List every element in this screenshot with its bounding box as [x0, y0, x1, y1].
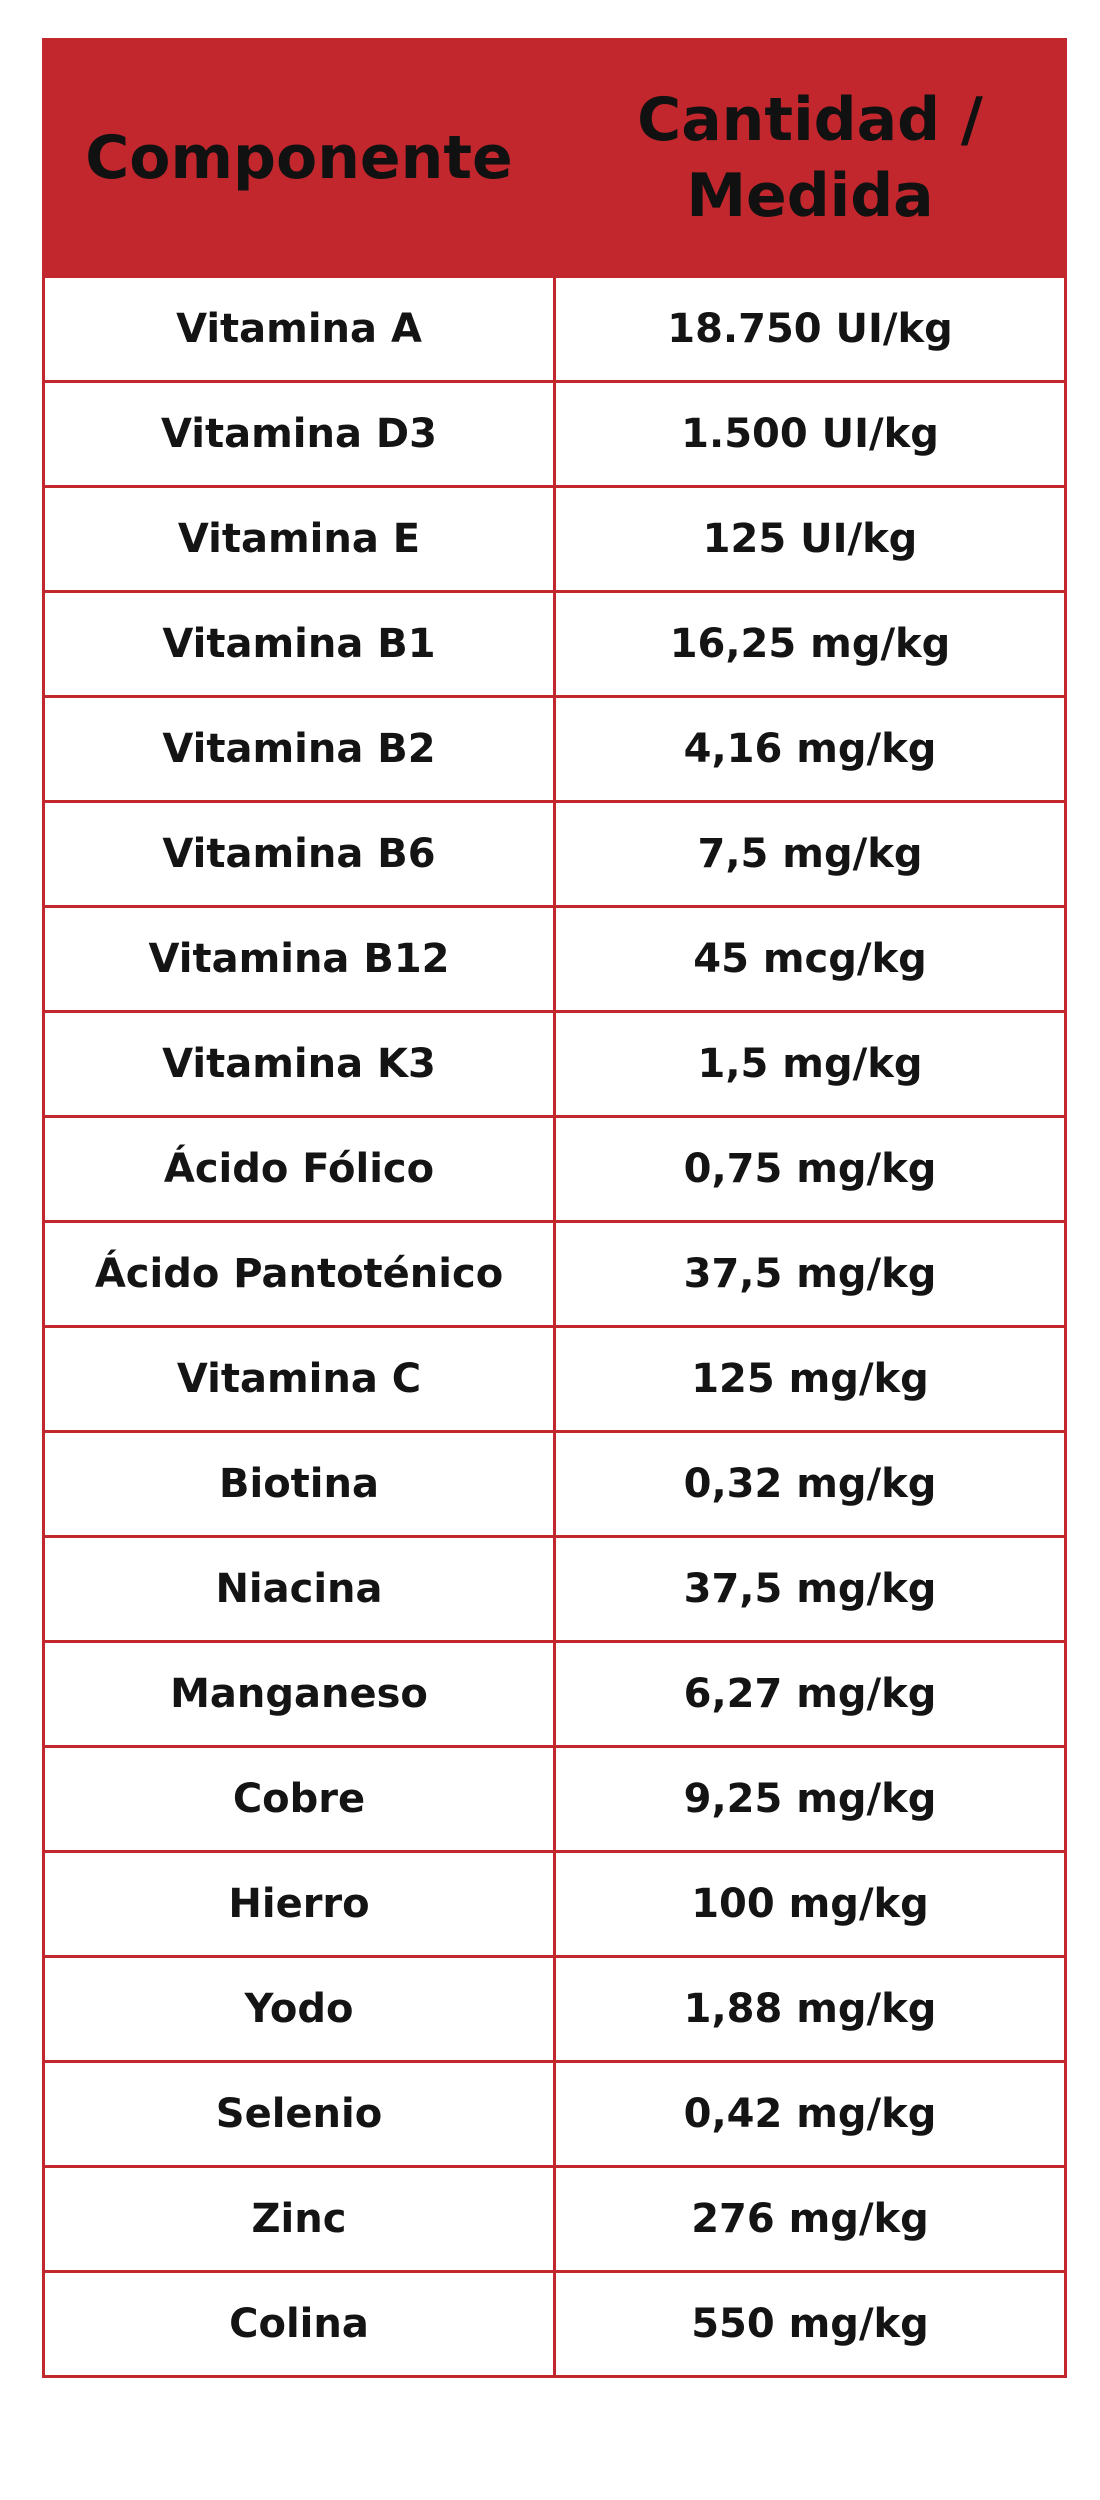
table-row: Ácido Pantoténico 37,5 mg/kg: [42, 1220, 1067, 1328]
table-row: Vitamina B12 45 mcg/kg: [42, 905, 1067, 1013]
amount-cell: 9,25 mg/kg: [553, 1745, 1067, 1853]
table-row: Selenio 0,42 mg/kg: [42, 2060, 1067, 2168]
table-row: Vitamina K3 1,5 mg/kg: [42, 1010, 1067, 1118]
table-row: Hierro 100 mg/kg: [42, 1850, 1067, 1958]
amount-cell: 4,16 mg/kg: [553, 695, 1067, 803]
component-cell: Vitamina E: [42, 485, 556, 593]
amount-cell: 37,5 mg/kg: [553, 1220, 1067, 1328]
table-row: Vitamina C 125 mg/kg: [42, 1325, 1067, 1433]
header-amount: Cantidad / Medida: [553, 38, 1067, 278]
component-cell: Vitamina A: [42, 275, 556, 383]
component-cell: Cobre: [42, 1745, 556, 1853]
table-row: Zinc 276 mg/kg: [42, 2165, 1067, 2273]
amount-cell: 125 UI/kg: [553, 485, 1067, 593]
component-cell: Niacina: [42, 1535, 556, 1643]
header-component: Componente: [42, 38, 556, 278]
amount-cell: 7,5 mg/kg: [553, 800, 1067, 908]
component-cell: Zinc: [42, 2165, 556, 2273]
component-cell: Vitamina D3: [42, 380, 556, 488]
amount-cell: 0,42 mg/kg: [553, 2060, 1067, 2168]
amount-cell: 100 mg/kg: [553, 1850, 1067, 1958]
component-cell: Vitamina B1: [42, 590, 556, 698]
component-cell: Selenio: [42, 2060, 556, 2168]
amount-cell: 550 mg/kg: [553, 2270, 1067, 2378]
table-header: Componente Cantidad / Medida: [42, 38, 1067, 278]
component-cell: Hierro: [42, 1850, 556, 1958]
table-row: Vitamina B6 7,5 mg/kg: [42, 800, 1067, 908]
table-row: Vitamina B1 16,25 mg/kg: [42, 590, 1067, 698]
table-row: Yodo 1,88 mg/kg: [42, 1955, 1067, 2063]
table-row: Colina 550 mg/kg: [42, 2270, 1067, 2378]
component-cell: Manganeso: [42, 1640, 556, 1748]
header-amount-line1: Cantidad /: [637, 85, 983, 155]
table-row: Biotina 0,32 mg/kg: [42, 1430, 1067, 1538]
table-row: Manganeso 6,27 mg/kg: [42, 1640, 1067, 1748]
amount-cell: 276 mg/kg: [553, 2165, 1067, 2273]
table-row: Niacina 37,5 mg/kg: [42, 1535, 1067, 1643]
table-row: Vitamina A 18.750 UI/kg: [42, 275, 1067, 383]
component-cell: Ácido Fólico: [42, 1115, 556, 1223]
amount-cell: 37,5 mg/kg: [553, 1535, 1067, 1643]
amount-cell: 1,5 mg/kg: [553, 1010, 1067, 1118]
component-cell: Vitamina B6: [42, 800, 556, 908]
component-cell: Colina: [42, 2270, 556, 2378]
amount-cell: 16,25 mg/kg: [553, 590, 1067, 698]
table-row: Ácido Fólico 0,75 mg/kg: [42, 1115, 1067, 1223]
amount-cell: 1.500 UI/kg: [553, 380, 1067, 488]
component-cell: Vitamina C: [42, 1325, 556, 1433]
table-row: Vitamina E 125 UI/kg: [42, 485, 1067, 593]
amount-cell: 0,75 mg/kg: [553, 1115, 1067, 1223]
amount-cell: 125 mg/kg: [553, 1325, 1067, 1433]
header-row: Componente Cantidad / Medida: [42, 38, 1067, 278]
table-row: Vitamina D3 1.500 UI/kg: [42, 380, 1067, 488]
component-cell: Vitamina K3: [42, 1010, 556, 1118]
component-cell: Yodo: [42, 1955, 556, 2063]
amount-cell: 45 mcg/kg: [553, 905, 1067, 1013]
table-row: Vitamina B2 4,16 mg/kg: [42, 695, 1067, 803]
component-cell: Vitamina B2: [42, 695, 556, 803]
component-cell: Vitamina B12: [42, 905, 556, 1013]
amount-cell: 18.750 UI/kg: [553, 275, 1067, 383]
component-cell: Biotina: [42, 1430, 556, 1538]
header-component-label: Componente: [85, 123, 513, 193]
table-row: Cobre 9,25 mg/kg: [42, 1745, 1067, 1853]
amount-cell: 1,88 mg/kg: [553, 1955, 1067, 2063]
component-cell: Ácido Pantoténico: [42, 1220, 556, 1328]
amount-cell: 0,32 mg/kg: [553, 1430, 1067, 1538]
header-amount-line2: Medida: [686, 161, 934, 231]
table-body: Vitamina A 18.750 UI/kg Vitamina D3 1.500 U…: [42, 275, 1067, 2378]
amount-cell: 6,27 mg/kg: [553, 1640, 1067, 1748]
